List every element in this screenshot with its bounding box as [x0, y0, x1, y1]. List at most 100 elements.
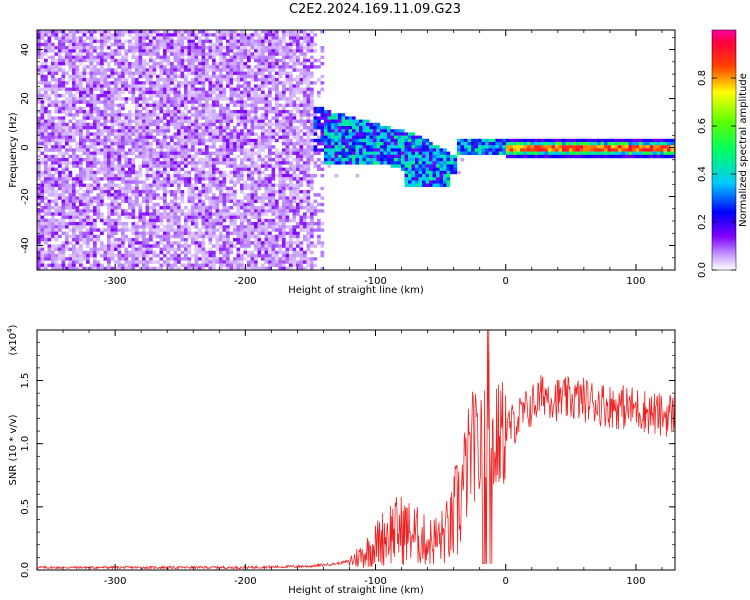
heatmap-cell	[103, 142, 108, 146]
heatmap-cell	[177, 119, 181, 123]
heatmap-cell	[226, 142, 230, 146]
heatmap-cell	[194, 132, 199, 136]
heatmap-cell	[233, 225, 237, 229]
heatmap-cell	[306, 209, 311, 213]
heatmap-cell	[107, 62, 111, 66]
heatmap-cell	[289, 161, 293, 165]
heatmap-cell	[138, 52, 143, 56]
heatmap-cell	[261, 170, 265, 175]
heatmap-cell	[93, 84, 97, 88]
heatmap-cell	[156, 266, 160, 270]
heatmap-cell	[166, 170, 171, 175]
heatmap-cell	[152, 58, 157, 63]
heatmap-cell	[292, 170, 297, 175]
heatmap-cell	[131, 84, 136, 88]
heatmap-cell	[72, 62, 76, 66]
heatmap-cell	[142, 135, 146, 139]
heatmap-cell	[320, 222, 325, 226]
heatmap-cell	[292, 78, 297, 82]
heatmap-cell	[138, 225, 143, 229]
heatmap-cell	[303, 148, 307, 152]
heatmap-cell	[278, 49, 283, 53]
heatmap-cell	[184, 97, 188, 101]
heatmap-cell	[75, 55, 80, 59]
heatmap-cell	[149, 110, 153, 114]
heatmap-cell	[289, 100, 293, 104]
heatmap-cell	[72, 266, 76, 270]
heatmap-cell	[236, 94, 241, 98]
heatmap-cell	[117, 151, 122, 155]
heatmap-cell	[292, 218, 297, 223]
heatmap-cell	[128, 116, 132, 120]
heatmap-cell	[264, 94, 269, 98]
heatmap-cell	[145, 151, 150, 155]
heatmap-cell	[65, 58, 69, 63]
heatmap-cell	[250, 225, 255, 229]
heatmap-cell	[233, 94, 237, 98]
heatmap-cell	[275, 39, 279, 43]
heatmap-cell	[114, 78, 118, 82]
heatmap-cell	[268, 177, 272, 181]
heatmap-cell	[191, 119, 195, 123]
heatmap-cell	[100, 90, 104, 95]
heatmap-cell	[65, 263, 69, 267]
heatmap-cell	[313, 138, 318, 143]
heatmap-cell	[257, 183, 262, 187]
heatmap-cell	[226, 270, 230, 273]
heatmap-cell	[142, 180, 146, 184]
heatmap-cell	[268, 132, 272, 136]
heatmap-cell	[114, 71, 118, 75]
heatmap-cell	[58, 55, 62, 59]
heatmap-cell	[184, 183, 188, 187]
heatmap-cell	[170, 49, 174, 53]
heatmap-cell	[110, 241, 115, 245]
heatmap-cell	[61, 42, 66, 47]
heatmap-cell	[257, 71, 262, 75]
heatmap-cell	[138, 190, 143, 194]
heatmap-cell	[198, 228, 202, 232]
heatmap-cell	[166, 180, 171, 184]
heatmap-cell	[145, 90, 150, 95]
heatmap-cell	[65, 148, 69, 152]
heatmap-cell	[135, 122, 139, 127]
heatmap-cell	[313, 122, 318, 127]
heatmap-cell	[131, 151, 136, 155]
heatmap-cell	[47, 254, 52, 258]
heatmap-cell	[124, 30, 129, 34]
heatmap-cell	[334, 174, 339, 178]
heatmap-cell	[191, 103, 195, 107]
heatmap-cell	[51, 62, 55, 66]
heatmap-cell	[292, 49, 297, 53]
heatmap-cell	[215, 46, 220, 50]
heatmap-cell	[261, 135, 265, 139]
heatmap-cell	[107, 228, 111, 232]
heatmap-cell	[226, 193, 230, 197]
heatmap-cell	[261, 46, 265, 50]
heatmap-cell	[205, 158, 209, 162]
heatmap-cell	[292, 39, 297, 43]
heatmap-cell	[61, 174, 66, 178]
heatmap-cell	[156, 270, 160, 273]
heatmap-cell	[124, 174, 129, 178]
heatmap-cell	[163, 30, 167, 34]
heatmap-cell	[121, 228, 125, 232]
heatmap-cell	[215, 126, 220, 130]
heatmap-cell	[271, 39, 276, 43]
heatmap-cell	[292, 126, 297, 130]
heatmap-cell	[128, 212, 132, 216]
heatmap-cell	[208, 257, 213, 261]
heatmap-cell	[303, 266, 307, 270]
heatmap-cell	[285, 158, 290, 162]
heatmap-cell	[145, 129, 150, 133]
heatmap-cell	[107, 170, 111, 175]
heatmap-cell	[219, 30, 223, 34]
heatmap-cell	[296, 202, 300, 207]
heatmap-cell	[40, 218, 45, 223]
heatmap-cell	[233, 55, 237, 59]
heatmap-cell	[107, 186, 111, 191]
heatmap-cell	[219, 225, 223, 229]
heatmap-cell	[79, 97, 83, 101]
heatmap-cell	[96, 81, 101, 85]
heatmap-cell	[47, 218, 52, 223]
heatmap-cell	[212, 206, 216, 210]
